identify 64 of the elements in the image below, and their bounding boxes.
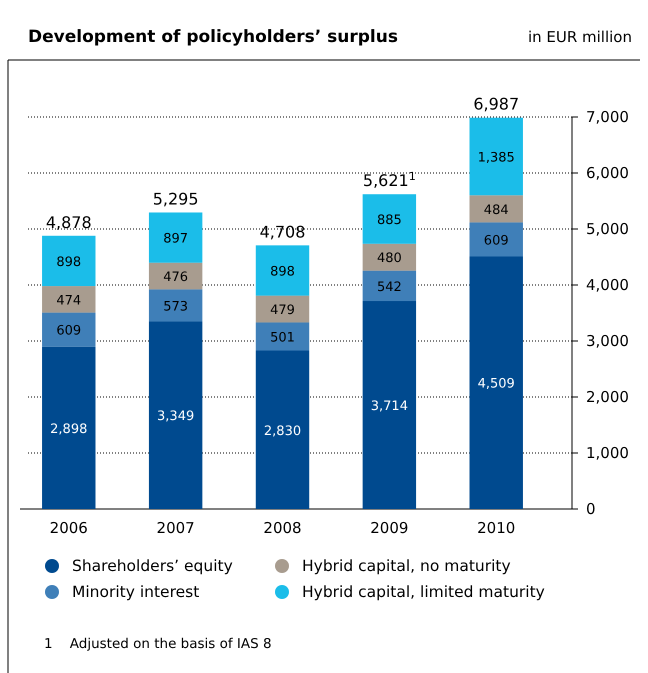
data-label: 479 bbox=[270, 303, 295, 318]
y-tick-label: 7,000 bbox=[586, 108, 629, 126]
bar bbox=[42, 346, 96, 509]
legend-label: Hybrid capital, limited maturity bbox=[302, 583, 545, 601]
x-tick-label: 2007 bbox=[156, 519, 195, 537]
bar bbox=[148, 262, 202, 290]
chart-title: Development of policyholders’ surplus bbox=[28, 27, 398, 47]
data-label: 573 bbox=[163, 299, 188, 314]
data-label: 609 bbox=[56, 324, 82, 339]
bar bbox=[470, 222, 523, 256]
x-tick-label: 2006 bbox=[50, 519, 88, 537]
bar bbox=[362, 270, 416, 302]
bar bbox=[470, 118, 523, 196]
total-label: 5,295 bbox=[152, 189, 199, 208]
bar bbox=[256, 350, 310, 509]
y-tick-label: 4,000 bbox=[586, 276, 629, 294]
y-tick-label: 2,000 bbox=[586, 388, 629, 406]
bar bbox=[362, 301, 416, 509]
y-tick-label: 0 bbox=[586, 500, 596, 518]
bar bbox=[470, 256, 523, 509]
data-label: 897 bbox=[163, 232, 188, 247]
data-label: 4,509 bbox=[478, 376, 515, 392]
legend-label: Hybrid capital, no maturity bbox=[302, 557, 511, 575]
text: 1 Adjusted on the basis of IAS 8 bbox=[44, 636, 272, 652]
bar bbox=[362, 194, 416, 244]
bar bbox=[362, 244, 416, 271]
data-label: 898 bbox=[270, 264, 295, 280]
data-label: 885 bbox=[376, 213, 402, 228]
legend-label: Minority interest bbox=[72, 583, 200, 601]
data-label: 2,898 bbox=[50, 422, 88, 437]
data-label: 501 bbox=[270, 330, 295, 346]
y-tick-label: 5,000 bbox=[586, 220, 629, 238]
total-label: 6,987 bbox=[473, 94, 520, 114]
total-label: 4,708 bbox=[260, 222, 306, 242]
legend-label: Shareholders’ equity bbox=[72, 557, 233, 575]
bar bbox=[256, 296, 310, 322]
data-label: 3,349 bbox=[157, 409, 194, 424]
bar bbox=[42, 236, 96, 286]
data-label: 484 bbox=[484, 202, 509, 218]
chart-subtitle: in EUR million bbox=[528, 28, 632, 46]
y-tick-label: 1,000 bbox=[586, 444, 629, 462]
bar bbox=[148, 212, 202, 263]
data-label: 898 bbox=[56, 254, 82, 270]
bar bbox=[470, 195, 523, 222]
data-label: 609 bbox=[484, 233, 509, 248]
bar bbox=[42, 286, 96, 313]
data-label: 474 bbox=[56, 293, 82, 308]
data-label: 476 bbox=[163, 270, 188, 286]
bar bbox=[148, 289, 202, 322]
data-label: 1,385 bbox=[478, 150, 515, 166]
data-label: 542 bbox=[376, 280, 402, 295]
x-tick-label: 2010 bbox=[477, 519, 516, 537]
bar bbox=[42, 312, 96, 347]
bar bbox=[148, 321, 202, 509]
y-tick-label: 3,000 bbox=[586, 332, 629, 350]
data-label: 480 bbox=[376, 251, 402, 266]
x-tick-label: 2009 bbox=[370, 519, 408, 537]
data-label: 3,714 bbox=[370, 399, 408, 414]
bar bbox=[256, 245, 310, 296]
x-tick-label: 2008 bbox=[263, 519, 302, 537]
y-tick-label: 6,000 bbox=[586, 164, 629, 182]
bar bbox=[256, 322, 310, 351]
total-label: 4,878 bbox=[46, 212, 92, 232]
data-label: 2,830 bbox=[264, 424, 302, 439]
